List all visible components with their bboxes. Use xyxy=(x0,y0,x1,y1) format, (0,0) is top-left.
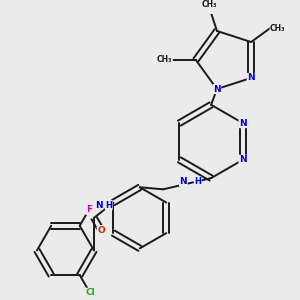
Text: H: H xyxy=(194,177,201,186)
Text: CH₃: CH₃ xyxy=(202,0,218,9)
Text: CH₃: CH₃ xyxy=(270,24,286,33)
Text: N: N xyxy=(239,118,247,127)
Text: Cl: Cl xyxy=(85,288,95,297)
Text: F: F xyxy=(86,206,92,214)
Text: N: N xyxy=(179,177,187,186)
Text: N: N xyxy=(247,74,255,82)
Text: N: N xyxy=(95,201,102,210)
Text: N: N xyxy=(239,155,247,164)
Text: N: N xyxy=(213,85,221,94)
Text: CH₃: CH₃ xyxy=(157,56,172,64)
Text: H: H xyxy=(105,201,112,210)
Text: O: O xyxy=(97,226,105,235)
